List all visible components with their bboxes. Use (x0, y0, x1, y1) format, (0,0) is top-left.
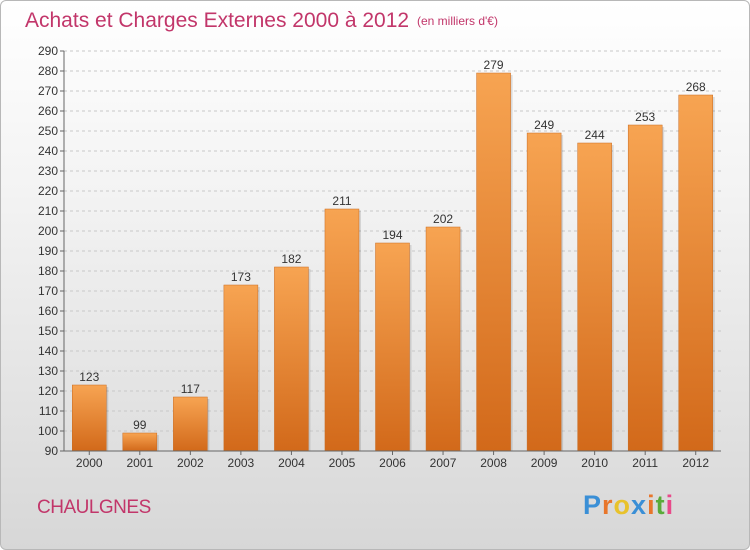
logo-letter: i (665, 490, 675, 520)
y-tick-label: 100 (38, 424, 58, 438)
chart-title: Achats et Charges Externes 2000 à 2012 (25, 9, 410, 32)
logo-letter: t (655, 490, 666, 520)
y-tick-label: 140 (38, 344, 58, 358)
y-tick-label: 200 (38, 224, 58, 238)
x-tick-label: 2009 (531, 456, 558, 470)
logo-letter: i (647, 490, 656, 520)
y-tick-label: 180 (38, 264, 58, 278)
y-tick-label: 150 (38, 324, 58, 338)
y-tick-label: 220 (38, 184, 58, 198)
bar-value-label: 123 (79, 370, 99, 384)
y-tick-label: 240 (38, 144, 58, 158)
proxiti-logo[interactable]: Proxiti (583, 490, 674, 521)
bar-value-label: 194 (382, 228, 402, 242)
logo-letter: r (602, 490, 614, 520)
bar-value-label: 279 (484, 58, 504, 72)
bar-value-label: 249 (534, 118, 554, 132)
bar-value-label: 182 (281, 252, 301, 266)
logo-letter: x (631, 490, 648, 520)
y-tick-label: 210 (38, 204, 58, 218)
bar (526, 132, 562, 452)
bar (223, 284, 259, 452)
x-tick-label: 2011 (632, 456, 658, 470)
bar (324, 208, 360, 452)
y-tick-label: 110 (39, 404, 58, 418)
y-tick-label: 130 (38, 364, 58, 378)
chart-subtitle: (en milliers d'€) (417, 14, 498, 28)
bar (122, 432, 158, 452)
bar-value-label: 253 (635, 110, 655, 124)
x-tick-label: 2004 (278, 456, 305, 470)
bar-value-label: 244 (585, 128, 605, 142)
y-tick-label: 250 (38, 124, 58, 138)
bar-value-label: 99 (133, 418, 147, 432)
bar (72, 384, 107, 452)
bar (627, 124, 663, 452)
x-tick-label: 2006 (379, 456, 406, 470)
logo-letter: P (583, 490, 603, 520)
bar (678, 94, 713, 452)
bar (173, 396, 208, 452)
y-tick-label: 260 (38, 104, 58, 118)
y-tick-label: 270 (38, 84, 58, 98)
y-tick-label: 230 (38, 164, 58, 178)
y-tick-label: 120 (38, 384, 58, 398)
bar (577, 142, 612, 452)
bar (476, 72, 511, 452)
x-tick-label: 2008 (480, 456, 507, 470)
bar-value-label: 117 (181, 382, 200, 396)
x-tick-label: 2010 (581, 456, 608, 470)
x-tick-label: 2012 (682, 456, 709, 470)
x-tick-label: 2002 (177, 456, 204, 470)
bar-value-label: 173 (231, 270, 251, 284)
bar-value-label: 211 (332, 194, 351, 208)
y-tick-label: 90 (45, 444, 59, 458)
logo-letter: o (613, 490, 632, 520)
x-tick-label: 2005 (329, 456, 356, 470)
y-tick-label: 280 (38, 64, 58, 78)
x-tick-label: 2007 (430, 456, 457, 470)
y-tick-label: 190 (38, 244, 58, 258)
x-tick-label: 2003 (228, 456, 255, 470)
x-tick-label: 2000 (76, 456, 103, 470)
bar-value-label: 202 (433, 212, 453, 226)
y-tick-label: 160 (38, 304, 58, 318)
bar (375, 242, 410, 452)
y-tick-label: 290 (38, 44, 58, 58)
bar-value-label: 268 (686, 80, 706, 94)
x-tick-label: 2001 (126, 456, 153, 470)
y-tick-label: 170 (38, 284, 58, 298)
bar (425, 226, 461, 452)
bar (274, 266, 309, 452)
town-name: CHAULGNES (37, 497, 151, 518)
